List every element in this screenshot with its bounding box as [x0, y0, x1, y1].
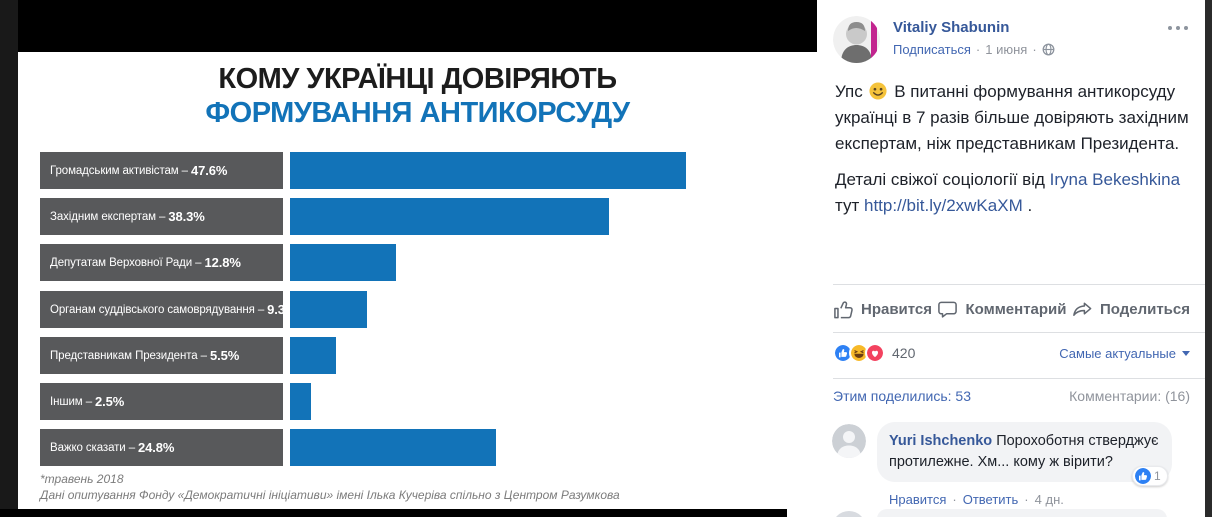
post-text-segment: Упс — [835, 82, 863, 101]
post-text-segment: Деталі свіжої соціології від — [835, 170, 1050, 189]
post-text-segment: В питанні формування антикорсуду українц… — [835, 82, 1189, 153]
post-text: Упс В питанні формування антикорсуду укр… — [835, 79, 1191, 219]
separator-dot: · — [952, 492, 957, 507]
chart-row: Західним експертам – 38.3% — [40, 198, 609, 235]
chart-title-line2: ФОРМУВАННЯ АНТИКОРСУДУ — [205, 97, 630, 129]
share-button[interactable]: Поделиться — [1072, 299, 1190, 320]
post-image[interactable]: КОМУ УКРАЇНЦІ ДОВІРЯЮТЬ ФОРМУВАННЯ АНТИК… — [0, 0, 817, 517]
chart-row: Громадським активістам – 47.6% — [40, 152, 686, 189]
chart-row: Іншим – 2.5% — [40, 383, 311, 420]
comment-bubble: Yuri Ishchenko Порохоботня стверджує про… — [877, 422, 1172, 482]
like-button-label: Нравится — [861, 300, 933, 318]
smiley-emoji — [869, 82, 888, 100]
post-url-link[interactable]: http://bit.ly/2xwKaXM — [864, 196, 1023, 215]
post-text-segment: тут — [835, 196, 864, 215]
like-reaction-icon — [1135, 468, 1151, 484]
person-placeholder-icon — [832, 424, 866, 458]
comment-sort-dropdown[interactable]: Самые актуальные — [1059, 346, 1190, 361]
profile-photo — [833, 16, 880, 63]
like-button[interactable]: Нравится — [833, 299, 932, 320]
person-tag-link[interactable]: Iryna Bekeshkina — [1049, 170, 1181, 189]
reactions-row: 420 Самые актуальные — [833, 338, 1190, 368]
chart-row: Представникам Президента – 5.5% — [40, 337, 336, 374]
comment-avatar — [832, 511, 866, 517]
right-edge-strip — [1205, 0, 1212, 517]
post-options-button[interactable] — [1168, 26, 1188, 30]
divider — [833, 332, 1205, 333]
shared-count-link[interactable]: Этим поделились: 53 — [833, 388, 971, 404]
comment-text: Порохоботня стверджує протилежне. Хм... … — [889, 433, 1159, 470]
chart-bar — [290, 337, 336, 374]
reaction-summary[interactable]: 420 — [833, 343, 915, 363]
chart-bar-label: Західним експертам – 38.3% — [40, 198, 283, 235]
subscribe-link[interactable]: Подписаться — [893, 42, 971, 57]
post-meta-row: Подписаться · 1 июня · — [893, 42, 1055, 57]
comment-avatar[interactable] — [832, 424, 866, 458]
comment-reply-link[interactable]: Ответить — [962, 492, 1019, 507]
chart-bar-label: Іншим – 2.5% — [40, 383, 283, 420]
comment-like-badge[interactable]: 1 — [1132, 466, 1168, 486]
separator-dot: · — [1032, 42, 1037, 57]
chart-row: Депутатам Верховної Ради – 12.8% — [40, 244, 396, 281]
comment-bubble — [877, 509, 1167, 517]
comment-timestamp[interactable]: 4 дн. — [1034, 492, 1064, 507]
comment-like-count: 1 — [1154, 469, 1161, 483]
post-action-bar: Нравится Комментарий Поделиться — [833, 292, 1190, 326]
chart-bar — [290, 198, 609, 235]
comment-sort-label: Самые актуальные — [1059, 345, 1176, 361]
caret-down-icon — [1182, 350, 1190, 356]
chart-title-line1: КОМУ УКРАЇНЦІ ДОВІРЯЮТЬ — [218, 63, 617, 95]
chart-footnote-line1: *травень 2018 — [40, 472, 124, 486]
photo-letterbox-bottom — [0, 509, 787, 517]
chart-bar-label: Депутатам Верховної Ради – 12.8% — [40, 244, 283, 281]
chart-bar — [290, 383, 311, 420]
shares-comments-row: Этим поделились: 53 Комментарии: (16) — [833, 388, 1190, 404]
ellipsis-dot — [1168, 26, 1172, 30]
speech-bubble-icon — [938, 301, 958, 318]
chart-bar-label: Важко сказати – 24.8% — [40, 429, 283, 466]
profile-name-link[interactable]: Vitaliy Shabunin — [893, 19, 1010, 36]
chart-bar-label: Громадським активістам – 47.6% — [40, 152, 283, 189]
share-arrow-icon — [1073, 302, 1092, 316]
photo-letterbox-left — [0, 0, 18, 517]
comment-button-label: Комментарий — [965, 300, 1067, 318]
chart-title: КОМУ УКРАЇНЦІ ДОВІРЯЮТЬ ФОРМУВАННЯ АНТИК… — [18, 62, 817, 130]
ellipsis-dot — [1184, 26, 1188, 30]
reaction-count[interactable]: 420 — [892, 345, 916, 361]
share-button-label: Поделиться — [1099, 300, 1190, 318]
chart-bar — [290, 244, 396, 281]
chart-bar — [290, 429, 496, 466]
chart-footnote: *травень 2018 Дані опитування Фонду «Дем… — [40, 471, 620, 503]
post-date[interactable]: 1 июня — [985, 42, 1028, 57]
comments-count[interactable]: Комментарии: (16) — [1069, 388, 1190, 404]
comment-meta-row: Нравится · Ответить · 4 дн. — [889, 492, 1064, 507]
separator-dot: · — [975, 42, 981, 57]
separator-dot: · — [1024, 492, 1029, 507]
love-reaction-icon — [865, 343, 885, 363]
chart-footnote-line2: Дані опитування Фонду «Демократичні ініц… — [40, 488, 620, 502]
chart-bar-label: Органам суддівського самоврядування – 9.… — [40, 291, 296, 328]
divider — [833, 284, 1205, 285]
profile-avatar[interactable] — [833, 16, 880, 63]
photo-letterbox-top — [18, 0, 817, 52]
comment-button[interactable]: Комментарий — [937, 299, 1067, 320]
globe-icon — [1042, 43, 1055, 56]
chart-row: Органам суддівського самоврядування – 9.… — [40, 291, 367, 328]
chart-bar — [290, 152, 686, 189]
ellipsis-dot — [1176, 26, 1180, 30]
comment-author-link[interactable]: Yuri Ishchenko — [889, 433, 993, 449]
divider — [833, 378, 1205, 379]
comment-like-link[interactable]: Нравится — [889, 492, 947, 507]
post-text-segment: . — [1022, 196, 1033, 215]
chart-bar — [290, 291, 367, 328]
chart-row: Важко сказати – 24.8% — [40, 429, 496, 466]
thumbs-up-icon — [834, 300, 853, 318]
chart-bar-label: Представникам Президента – 5.5% — [40, 337, 283, 374]
